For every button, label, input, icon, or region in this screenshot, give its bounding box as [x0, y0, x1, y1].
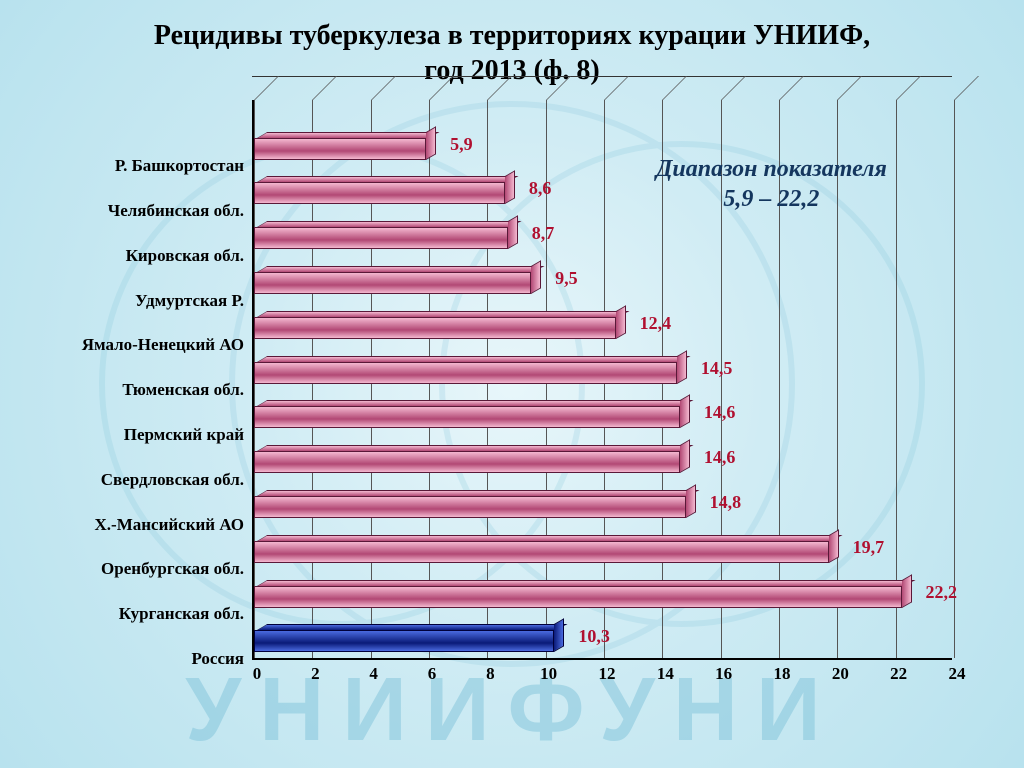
x-tick-label: 24 — [945, 664, 969, 684]
value-label: 14,6 — [704, 402, 736, 423]
bar-side — [829, 529, 839, 563]
bar-front — [254, 630, 554, 652]
bar-row: 5,9 — [254, 132, 426, 162]
bar-side — [531, 260, 541, 294]
bar-side — [426, 126, 436, 160]
bar-front — [254, 406, 680, 428]
gridline: 22 — [896, 100, 897, 658]
bar-front — [254, 317, 616, 339]
bar-row: 9,5 — [254, 266, 531, 296]
annotation-line1: Диапазон показателя — [656, 156, 887, 182]
bar-front — [254, 451, 680, 473]
bar-front — [254, 182, 505, 204]
range-annotation: Диапазон показателя 5,9 – 22,2 — [656, 154, 887, 214]
value-label: 19,7 — [853, 537, 885, 558]
bar-front — [254, 138, 426, 160]
value-label: 10,3 — [578, 626, 610, 647]
annotation-line2: 5,9 – 22,2 — [723, 186, 819, 212]
bar-row: 12,4 — [254, 311, 616, 341]
x-tick-label: 14 — [653, 664, 677, 684]
value-label: 14,5 — [701, 358, 733, 379]
x-tick-label: 2 — [303, 664, 327, 684]
category-label: Тюменская обл. — [54, 380, 244, 400]
bar-side — [508, 215, 518, 249]
value-label: 14,6 — [704, 447, 736, 468]
bar-front — [254, 541, 829, 563]
category-label: Кировская обл. — [54, 246, 244, 266]
bar-side — [686, 484, 696, 518]
bar-side — [505, 171, 515, 205]
value-label: 22,2 — [926, 582, 958, 603]
category-label: Ямало-Ненецкий АО — [54, 335, 244, 355]
bar-row: 19,7 — [254, 535, 829, 565]
category-label: Курганская обл. — [54, 604, 244, 624]
bar-side — [554, 619, 564, 653]
x-tick-label: 8 — [478, 664, 502, 684]
category-label: Х.-Мансийский АО — [54, 515, 244, 535]
title-line1: Рецидивы туберкулеза в территориях курац… — [154, 20, 870, 51]
bar-row: 10,3 — [254, 624, 554, 654]
gridline: 24 — [954, 100, 955, 658]
x-tick-label: 0 — [245, 664, 269, 684]
category-label: Россия — [54, 649, 244, 669]
bar-row: 14,6 — [254, 400, 680, 430]
bar-side — [616, 305, 626, 339]
bar-front — [254, 272, 531, 294]
value-label: 9,5 — [555, 268, 578, 289]
bar-row: 14,8 — [254, 490, 686, 520]
bar-front — [254, 227, 508, 249]
bar-row: 14,6 — [254, 445, 680, 475]
x-tick-label: 4 — [362, 664, 386, 684]
x-tick-label: 20 — [828, 664, 852, 684]
value-label: 8,7 — [532, 223, 555, 244]
bar-front — [254, 586, 902, 608]
category-label: Челябинская обл. — [54, 201, 244, 221]
bar-row: 8,7 — [254, 221, 508, 251]
x-tick-label: 10 — [537, 664, 561, 684]
category-label: Удмуртская Р. — [54, 291, 244, 311]
bar-row: 8,6 — [254, 176, 505, 206]
x-tick-label: 22 — [887, 664, 911, 684]
value-label: 12,4 — [640, 313, 672, 334]
bar-front — [254, 362, 677, 384]
category-label: Оренбургская обл. — [54, 559, 244, 579]
category-label: Пермский край — [54, 425, 244, 445]
category-label: Р. Башкортостан — [54, 156, 244, 176]
bar-row: 14,5 — [254, 356, 677, 386]
category-label: Свердловская обл. — [54, 470, 244, 490]
x-tick-label: 6 — [420, 664, 444, 684]
chart-container: 02468101214161820222410,322,219,714,814,… — [56, 100, 976, 710]
x-tick-label: 12 — [595, 664, 619, 684]
bar-row: 22,2 — [254, 580, 902, 610]
bar-side — [902, 574, 912, 608]
bar-front — [254, 496, 686, 518]
bar-side — [680, 395, 690, 429]
x-tick-label: 18 — [770, 664, 794, 684]
value-label: 5,9 — [450, 134, 473, 155]
bar-side — [677, 350, 687, 384]
x-tick-label: 16 — [712, 664, 736, 684]
value-label: 14,8 — [710, 492, 742, 513]
bar-side — [680, 439, 690, 473]
value-label: 8,6 — [529, 178, 552, 199]
